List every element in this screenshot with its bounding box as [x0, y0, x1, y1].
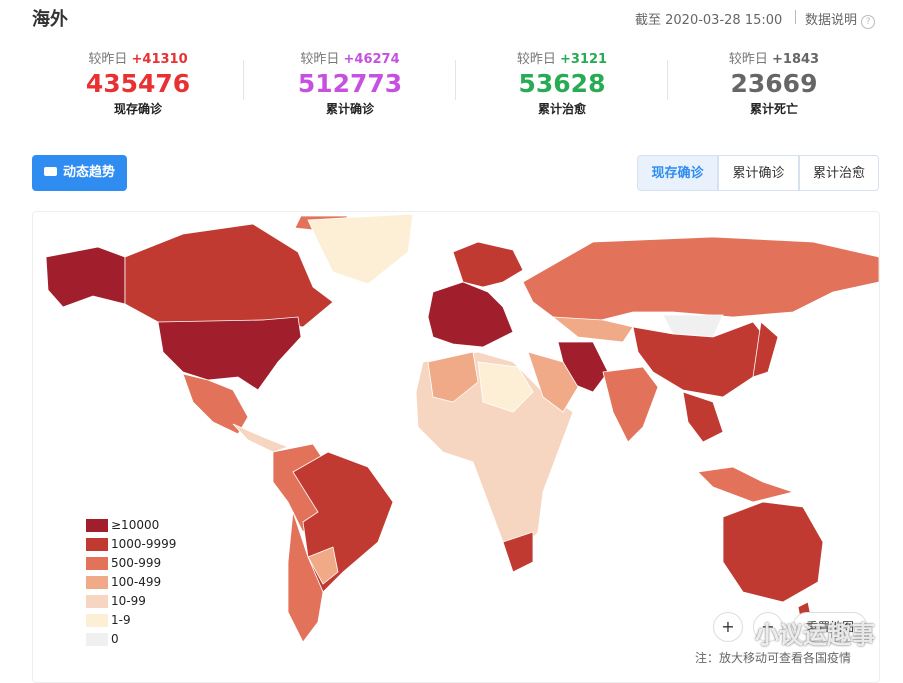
stat-value: 435476 [85, 69, 191, 98]
stat-delta: +46274 [343, 52, 400, 67]
sep [795, 10, 796, 24]
trend-button[interactable]: 动态趋势 [32, 155, 127, 191]
region[interactable] [287, 511, 324, 643]
stat-delta: +41310 [131, 52, 188, 67]
stat-delta-row: 较昨日 +46274 [244, 48, 456, 67]
region[interactable] [502, 531, 534, 573]
stat-name: 累计确诊 [325, 102, 374, 116]
reset[interactable]: 重置地图 [793, 612, 867, 642]
help-text[interactable]: 数据说明 [805, 13, 858, 28]
stat-value: 512773 [297, 69, 403, 98]
legend-item: 0 [86, 632, 119, 646]
region[interactable] [722, 501, 824, 603]
page: 海外 截至 2020-03-28 15:00 数据说明 ? 较昨日 +41310… [32, 9, 880, 683]
stat-delta-row: 较昨日 +3121 [456, 48, 668, 67]
stat: 较昨日 +1843 23669 累计死亡 [668, 48, 880, 117]
region[interactable] [427, 351, 479, 403]
legend-swatch [86, 538, 108, 551]
stat-name: 现存确诊 [113, 102, 162, 116]
legend-label: 500-999 [111, 556, 162, 570]
zoom-out[interactable]: − [753, 612, 783, 642]
region[interactable] [232, 423, 290, 453]
stat-name: 累计死亡 [749, 102, 798, 116]
watermark: 小议运趣事 [755, 621, 875, 649]
legend-swatch [86, 519, 108, 532]
region[interactable] [477, 361, 534, 413]
title: 海外 [32, 9, 68, 30]
region[interactable] [182, 373, 249, 435]
stat-delta: +3121 [560, 52, 608, 67]
region[interactable] [522, 236, 879, 323]
note: 注：放大移动可查看各国疫情 [695, 651, 852, 665]
region[interactable] [307, 213, 414, 285]
zoom-in[interactable]: + [713, 612, 743, 642]
region[interactable] [157, 316, 302, 391]
help[interactable]: 数据说明 ? [805, 9, 876, 29]
map [45, 213, 879, 643]
stat-label: 较昨日 [88, 52, 128, 67]
stat-delta-row: 较昨日 +1843 [668, 48, 880, 67]
stat: 较昨日 +41310 435476 现存确诊 [32, 48, 244, 117]
stat-value: 53628 [518, 69, 606, 98]
legend-label: 1000-9999 [111, 537, 177, 551]
divider [667, 60, 668, 100]
map-panel: ≥10000 1000-9999 500-999 100-499 10-99 1-9 0 +… [32, 211, 880, 683]
legend-label: 0 [111, 632, 119, 646]
region[interactable] [602, 366, 659, 443]
legend-label: 100-499 [111, 575, 162, 589]
stat: 较昨日 +3121 53628 累计治愈 [456, 48, 668, 117]
region[interactable] [45, 246, 126, 308]
legend-label: 10-99 [111, 594, 146, 608]
legend-swatch [86, 557, 108, 570]
stat-value: 23669 [730, 69, 818, 98]
date: 截至 2020-03-28 15:00 [635, 13, 783, 28]
legend-swatch [86, 614, 108, 627]
region[interactable] [697, 466, 795, 503]
stat-label: 较昨日 [728, 52, 768, 67]
legend-swatch [86, 595, 108, 608]
tab[interactable]: 累计确诊 [718, 155, 799, 191]
legend-item: 1000-9999 [86, 537, 176, 551]
legend-label: ≥10000 [111, 518, 160, 532]
trend-text[interactable]: 动态趋势 [62, 165, 115, 180]
legend-item: 10-99 [86, 594, 146, 608]
legend-swatch [86, 576, 108, 589]
region[interactable] [427, 281, 514, 348]
region[interactable] [124, 223, 334, 328]
legend-item: 100-499 [86, 575, 161, 589]
legend-swatch [86, 633, 108, 646]
legend-item: 500-999 [86, 556, 161, 570]
divider [243, 60, 244, 100]
stat-label: 较昨日 [300, 52, 340, 67]
stat-delta: +1843 [772, 52, 820, 67]
tab[interactable]: 累计治愈 [799, 155, 879, 191]
region[interactable] [551, 316, 634, 343]
divider [455, 60, 456, 100]
tab[interactable]: 现存确诊 [637, 155, 718, 191]
legend-label: 1-9 [111, 613, 131, 627]
stat-name: 累计治愈 [537, 102, 586, 116]
legend-item: 1-9 [86, 613, 131, 627]
stat: 较昨日 +46274 512773 累计确诊 [244, 48, 456, 117]
region[interactable] [682, 391, 724, 443]
region[interactable] [452, 241, 524, 288]
stat-delta-row: 较昨日 +41310 [32, 48, 244, 67]
region[interactable] [307, 546, 339, 585]
region[interactable] [752, 321, 779, 378]
stat-label: 较昨日 [516, 52, 556, 67]
region[interactable] [527, 351, 579, 413]
legend-item: ≥10000 [86, 518, 159, 532]
